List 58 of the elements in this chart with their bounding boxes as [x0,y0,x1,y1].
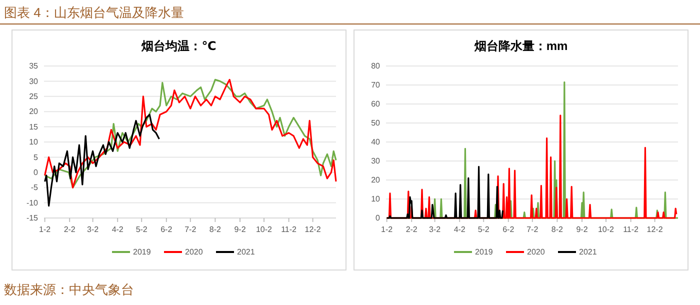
y-tick-label: 80 [371,62,381,71]
legend-label: 2021 [237,248,256,257]
x-tick-label: 2-2 [406,225,418,234]
line-series [386,114,678,219]
x-tick-label: 1-2 [381,225,394,234]
x-tick-label: 7-2 [184,225,197,234]
line-series [44,78,337,188]
y-tick-label: 25 [29,92,39,101]
y-tick-label: 30 [29,76,39,86]
y-tick-label: 0 [34,168,39,177]
x-tick-label: 9-2 [234,225,246,234]
y-tick-label: -10 [26,198,39,208]
x-tick-label: 11-2 [281,225,298,234]
y-tick-label: 20 [29,107,39,116]
line-series [44,114,160,207]
x-tick-label: 8-2 [551,225,564,234]
legend-label: 2019 [133,248,152,257]
legend-label: 2019 [475,248,494,257]
x-tick-label: 9-2 [576,225,588,234]
y-tick-label: 70 [371,80,381,90]
legend-label: 2020 [527,248,546,257]
y-tick-label: 20 [371,176,381,185]
x-tick-label: 4-2 [112,225,124,234]
text: 图表 4：山东烟台气温及降水量 [4,5,184,20]
y-tick-label: 15 [29,122,39,132]
y-tick-label: 50 [371,118,381,128]
y-tick-label: 30 [371,156,381,166]
chart-title: 烟台均温：℃ [140,39,216,53]
x-tick-label: 2-2 [64,225,76,234]
x-tick-label: 12-2 [304,225,322,234]
x-tick-label: 3-2 [87,225,100,234]
x-tick-label: 7-2 [526,225,539,234]
y-tick-label: 0 [376,214,381,223]
x-tick-label: 5-2 [136,225,148,234]
y-tick-label: 5 [34,152,39,162]
x-tick-label: 1-2 [39,225,52,234]
x-tick-label: 8-2 [209,225,222,234]
source-note: 数据来源：中央气象台 [4,282,134,297]
x-tick-label: 10-2 [256,225,273,234]
x-tick-label: 3-2 [429,225,442,234]
y-tick-label: 40 [371,138,381,147]
y-tick-label: -5 [30,183,39,192]
x-tick-label: 6-2 [160,225,173,234]
line-series [386,166,504,219]
y-tick-label: -15 [26,214,39,223]
x-tick-label: 4-2 [454,225,466,234]
x-tick-label: 11-2 [623,225,640,234]
y-tick-label: 10 [29,138,39,147]
legend-label: 2021 [579,248,598,257]
legend-label: 2020 [185,248,204,257]
chart-title: 烟台降水量：mm [473,39,568,53]
x-tick-label: 6-2 [502,225,515,234]
x-tick-label: 12-2 [646,225,664,234]
x-tick-label: 5-2 [478,225,490,234]
y-tick-label: 10 [371,194,381,204]
x-tick-label: 10-2 [598,225,615,234]
y-tick-label: 35 [29,62,39,71]
y-tick-label: 60 [371,100,381,109]
